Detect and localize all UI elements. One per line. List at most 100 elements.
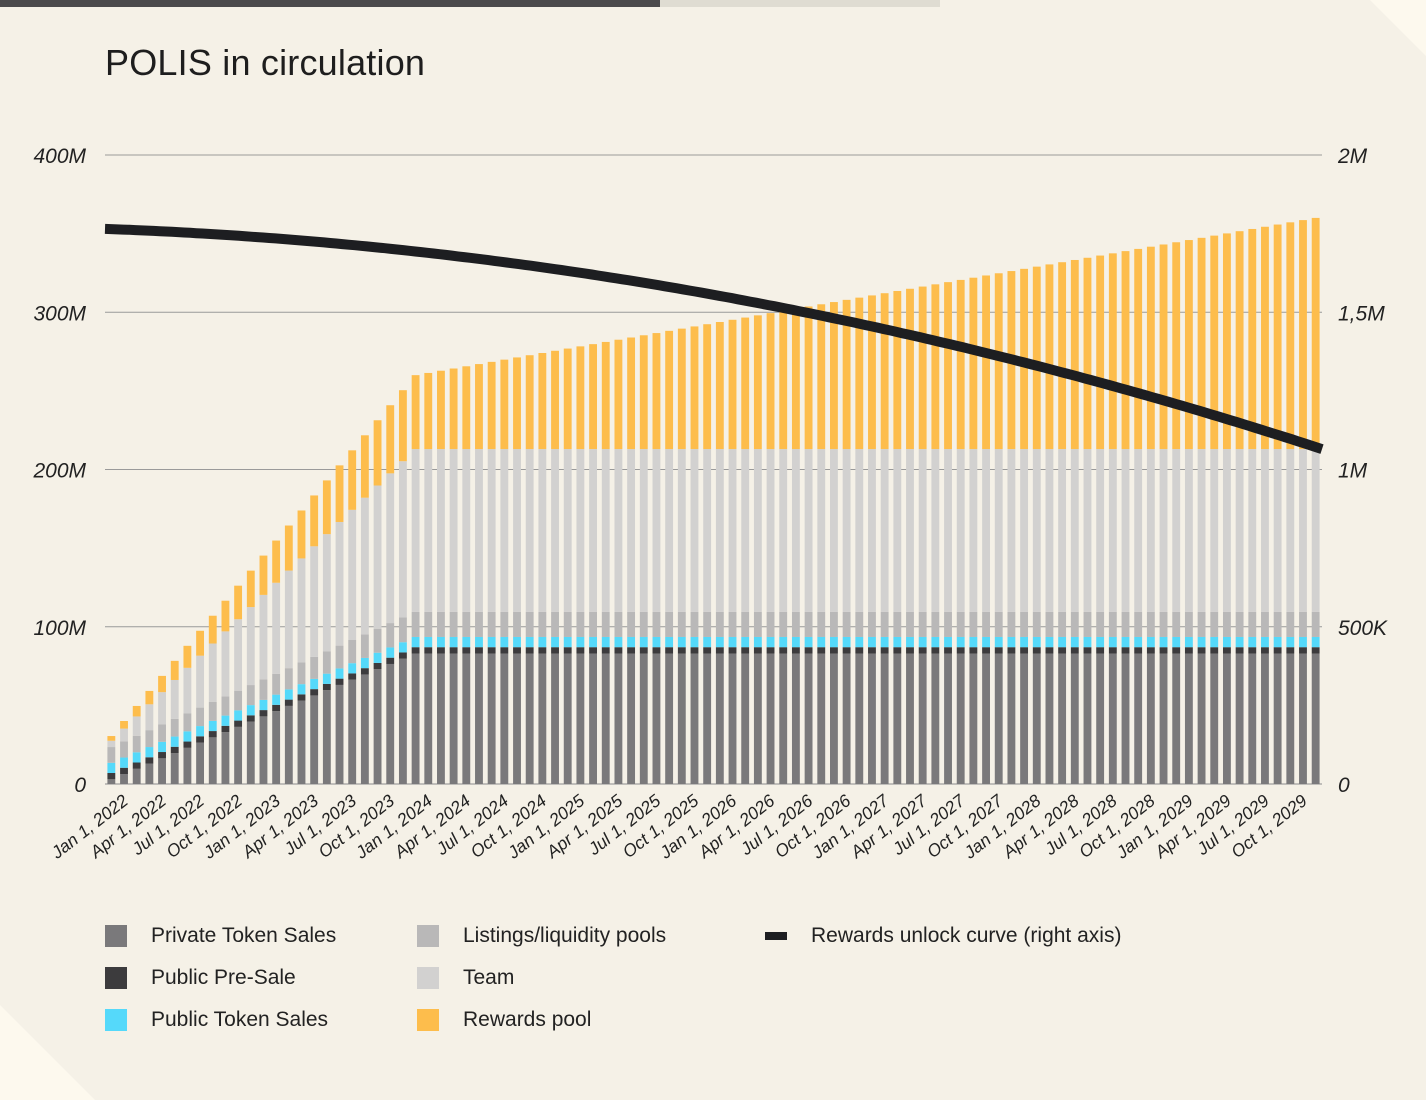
bar-public-pre-sale — [475, 647, 483, 654]
bar-listings-liquidity-pools — [639, 611, 648, 637]
bar-private-token-sales — [703, 653, 712, 784]
bar-listings-liquidity-pools — [627, 611, 636, 637]
bar-team — [1108, 449, 1117, 612]
bar-public-pre-sale — [969, 647, 978, 654]
legend-label: Private Token Sales — [151, 924, 337, 947]
bar-public-token-sales — [1273, 636, 1282, 648]
bar-rewards-pool — [1146, 246, 1155, 450]
bar-public-token-sales — [1159, 636, 1168, 648]
bar-public-pre-sale — [741, 647, 750, 654]
bar-team — [1248, 449, 1257, 612]
bar-private-token-sales — [1222, 653, 1231, 784]
bar-rewards-pool — [880, 293, 889, 450]
bar-team — [830, 449, 838, 612]
bar-team — [1058, 449, 1067, 612]
bar-team — [386, 473, 395, 624]
bar-listings-liquidity-pools — [1197, 611, 1206, 637]
bar-team — [842, 449, 851, 612]
bar-public-pre-sale — [196, 736, 205, 743]
bar-rewards-pool — [500, 359, 509, 450]
bar-rewards-pool — [234, 585, 243, 620]
bar-private-token-sales — [944, 653, 952, 784]
bar-rewards-pool — [741, 317, 750, 450]
bar-public-pre-sale — [500, 647, 509, 654]
bar-private-token-sales — [1045, 653, 1054, 784]
bar-public-pre-sale — [449, 647, 458, 654]
bar-rewards-pool — [158, 675, 166, 693]
bar-team — [969, 449, 978, 612]
bar-public-pre-sale — [893, 647, 902, 654]
bar-public-pre-sale — [145, 757, 154, 764]
bar-listings-liquidity-pools — [1248, 611, 1257, 637]
bar-rewards-pool — [1210, 235, 1219, 450]
bar-private-token-sales — [817, 653, 826, 784]
bar-public-pre-sale — [817, 647, 826, 654]
bar-public-pre-sale — [487, 647, 496, 654]
bar-public-token-sales — [728, 636, 737, 648]
bar-public-token-sales — [1286, 636, 1295, 648]
bar-rewards-pool — [753, 315, 762, 450]
bar-listings-liquidity-pools — [868, 611, 876, 637]
bar-public-pre-sale — [703, 647, 712, 654]
bar-public-token-sales — [1222, 636, 1231, 648]
bar-listings-liquidity-pools — [1121, 611, 1130, 637]
bar-private-token-sales — [1096, 653, 1105, 784]
bar-public-token-sales — [601, 636, 610, 648]
bar-public-token-sales — [1299, 636, 1307, 648]
bar-rewards-pool — [931, 284, 940, 450]
bar-public-token-sales — [259, 699, 268, 711]
bar-public-token-sales — [1197, 636, 1206, 648]
bar-private-token-sales — [601, 653, 610, 784]
bar-public-pre-sale — [398, 652, 407, 659]
bar-listings-liquidity-pools — [1020, 611, 1029, 637]
bar-listings-liquidity-pools — [944, 611, 952, 637]
bar-public-token-sales — [158, 741, 166, 753]
bar-rewards-pool — [766, 313, 775, 450]
bar-listings-liquidity-pools — [804, 611, 813, 637]
bar-private-token-sales — [589, 653, 597, 784]
bar-private-token-sales — [449, 653, 458, 784]
bar-team — [1121, 449, 1130, 612]
bar-team — [728, 449, 737, 612]
bar-team — [487, 449, 496, 612]
bar-team — [677, 449, 686, 612]
bar-public-pre-sale — [931, 647, 940, 654]
bar-listings-liquidity-pools — [906, 611, 914, 637]
bar-public-token-sales — [715, 636, 724, 648]
bar-public-pre-sale — [170, 746, 179, 754]
bar-listings-liquidity-pools — [386, 623, 395, 648]
bar-team — [310, 546, 319, 657]
bar-public-pre-sale — [1070, 647, 1079, 654]
bar-public-pre-sale — [1184, 647, 1193, 654]
y-left-tick-label: 0 — [74, 774, 86, 797]
bar-listings-liquidity-pools — [753, 611, 762, 637]
y-right-tick-label: 0 — [1338, 774, 1350, 797]
bar-team — [437, 449, 445, 612]
bar-public-pre-sale — [804, 647, 813, 654]
bar-team — [715, 449, 724, 612]
bar-listings-liquidity-pools — [665, 611, 674, 637]
bar-rewards-pool — [335, 465, 344, 522]
bar-public-pre-sale — [728, 647, 737, 654]
bar-public-pre-sale — [246, 715, 255, 722]
bar-public-pre-sale — [373, 662, 382, 670]
bar-team — [817, 449, 826, 612]
bar-public-pre-sale — [234, 720, 243, 727]
bar-public-token-sales — [1311, 636, 1320, 648]
bar-rewards-pool — [1058, 262, 1067, 450]
bar-private-token-sales — [969, 653, 978, 784]
bar-public-pre-sale — [1146, 647, 1155, 654]
bar-listings-liquidity-pools — [677, 611, 686, 637]
bar-listings-liquidity-pools — [551, 611, 559, 637]
bar-public-pre-sale — [1020, 647, 1029, 654]
bar-public-token-sales — [766, 636, 775, 648]
bar-private-token-sales — [208, 737, 217, 784]
bar-team — [665, 449, 674, 612]
bar-public-pre-sale — [690, 647, 699, 654]
legend-item: Team — [417, 964, 514, 992]
bar-private-token-sales — [348, 679, 357, 784]
bar-public-pre-sale — [576, 647, 585, 654]
bar-rewards-pool — [627, 337, 636, 450]
bar-rewards-pool — [145, 690, 154, 705]
bar-listings-liquidity-pools — [1311, 611, 1320, 637]
